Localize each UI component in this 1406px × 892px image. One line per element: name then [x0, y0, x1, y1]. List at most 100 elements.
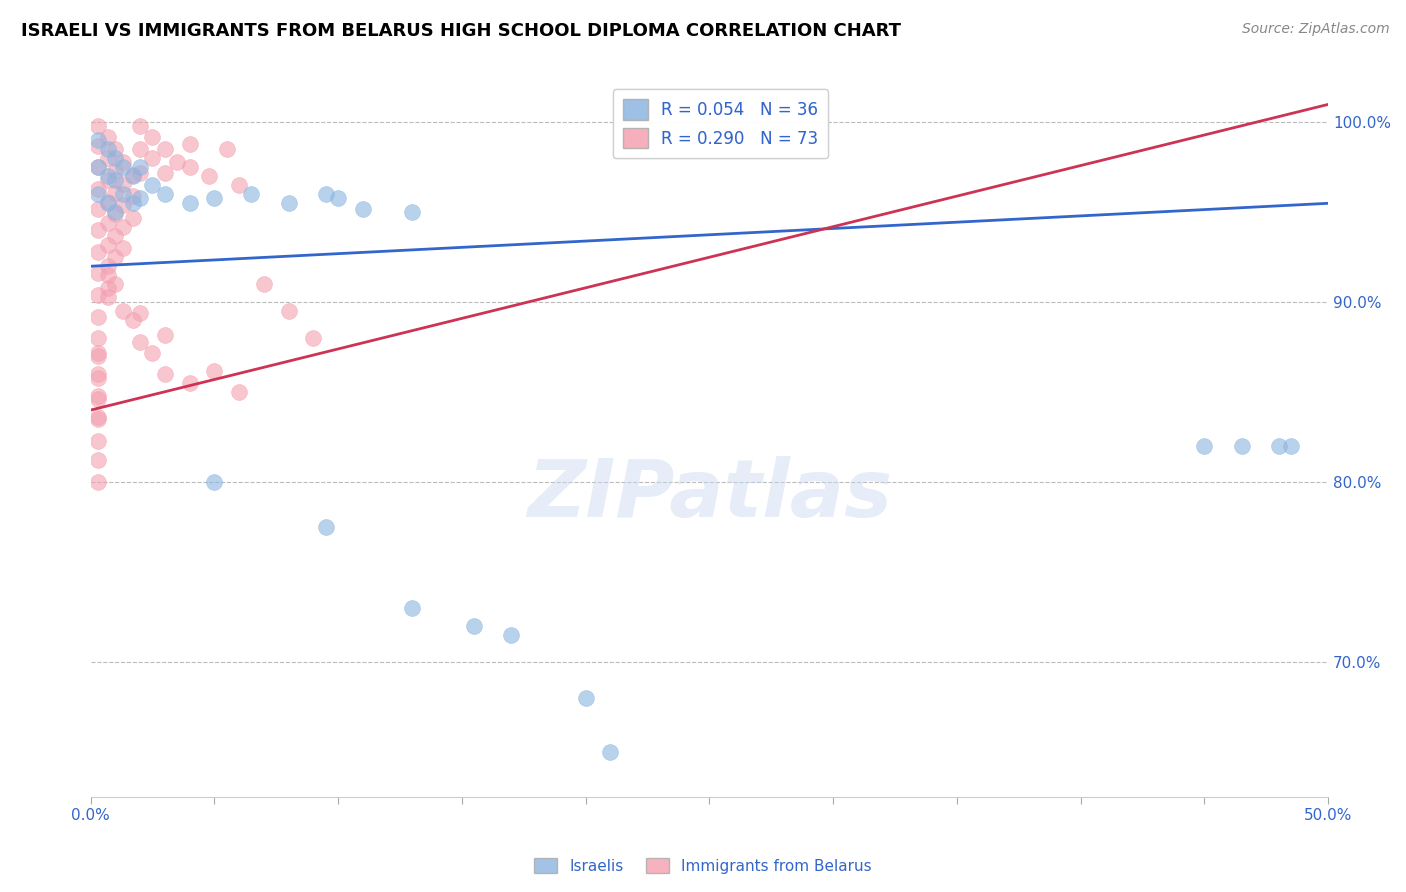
Point	[326, 191, 349, 205]
Point	[121, 196, 143, 211]
Point	[129, 306, 152, 320]
Point	[87, 182, 110, 196]
Text: ISRAELI VS IMMIGRANTS FROM BELARUS HIGH SCHOOL DIPLOMA CORRELATION CHART: ISRAELI VS IMMIGRANTS FROM BELARUS HIGH …	[21, 22, 901, 40]
Point	[153, 327, 176, 342]
Point	[501, 628, 523, 642]
Point	[97, 268, 120, 283]
Point	[166, 155, 188, 169]
Point	[352, 202, 374, 216]
Point	[315, 187, 337, 202]
Point	[87, 223, 110, 237]
Point	[87, 453, 110, 467]
Point	[129, 119, 152, 133]
Point	[104, 142, 127, 156]
Point	[179, 376, 201, 391]
Point	[253, 277, 276, 292]
Point	[121, 189, 143, 203]
Point	[401, 600, 423, 615]
Point	[111, 219, 134, 234]
Point	[121, 168, 143, 182]
Point	[228, 178, 250, 193]
Point	[179, 196, 201, 211]
Point	[111, 241, 134, 255]
Point	[463, 619, 485, 633]
Point	[87, 389, 110, 403]
Point	[302, 331, 325, 345]
Point	[87, 370, 110, 384]
Point	[87, 345, 110, 359]
Point	[104, 164, 127, 178]
Point	[111, 177, 134, 191]
Point	[1279, 439, 1302, 453]
Point	[87, 310, 110, 324]
Point	[87, 267, 110, 281]
Point	[141, 345, 163, 359]
Point	[87, 410, 110, 425]
Point	[104, 207, 127, 221]
Point	[121, 169, 143, 184]
Point	[153, 142, 176, 156]
Point	[97, 237, 120, 252]
Point	[87, 202, 110, 216]
Text: ZIPatlas: ZIPatlas	[527, 456, 891, 533]
Point	[141, 129, 163, 144]
Point	[87, 244, 110, 259]
Point	[111, 155, 134, 169]
Point	[104, 250, 127, 264]
Point	[87, 161, 110, 175]
Point	[87, 367, 110, 381]
Point	[202, 191, 225, 205]
Point	[111, 304, 134, 318]
Point	[202, 475, 225, 489]
Point	[104, 228, 127, 243]
Point	[87, 119, 110, 133]
Point	[153, 166, 176, 180]
Point	[87, 133, 110, 147]
Point	[97, 194, 120, 209]
Legend: Israelis, Immigrants from Belarus: Israelis, Immigrants from Belarus	[527, 852, 879, 880]
Point	[87, 412, 110, 426]
Point	[104, 205, 127, 219]
Point	[599, 745, 621, 759]
Point	[129, 191, 152, 205]
Point	[87, 475, 110, 489]
Point	[1267, 439, 1289, 453]
Point	[87, 161, 110, 175]
Point	[277, 196, 299, 211]
Point	[97, 129, 120, 144]
Point	[111, 187, 134, 202]
Point	[277, 304, 299, 318]
Point	[121, 313, 143, 327]
Point	[111, 161, 134, 175]
Point	[97, 290, 120, 304]
Point	[104, 186, 127, 200]
Point	[179, 136, 201, 151]
Point	[129, 142, 152, 156]
Text: Source: ZipAtlas.com: Source: ZipAtlas.com	[1241, 22, 1389, 37]
Point	[87, 434, 110, 448]
Point	[228, 385, 250, 400]
Point	[97, 169, 120, 184]
Point	[97, 173, 120, 187]
Point	[97, 259, 120, 273]
Point	[97, 281, 120, 295]
Point	[97, 152, 120, 166]
Point	[215, 142, 238, 156]
Point	[1230, 439, 1253, 453]
Point	[575, 690, 598, 705]
Point	[141, 152, 163, 166]
Point	[129, 166, 152, 180]
Point	[87, 392, 110, 407]
Point	[1194, 439, 1216, 453]
Point	[97, 216, 120, 230]
Point	[202, 363, 225, 377]
Point	[153, 187, 176, 202]
Point	[104, 173, 127, 187]
Point	[97, 142, 120, 156]
Point	[97, 196, 120, 211]
Point	[87, 331, 110, 345]
Point	[198, 169, 221, 184]
Point	[179, 161, 201, 175]
Point	[111, 198, 134, 212]
Point	[87, 288, 110, 302]
